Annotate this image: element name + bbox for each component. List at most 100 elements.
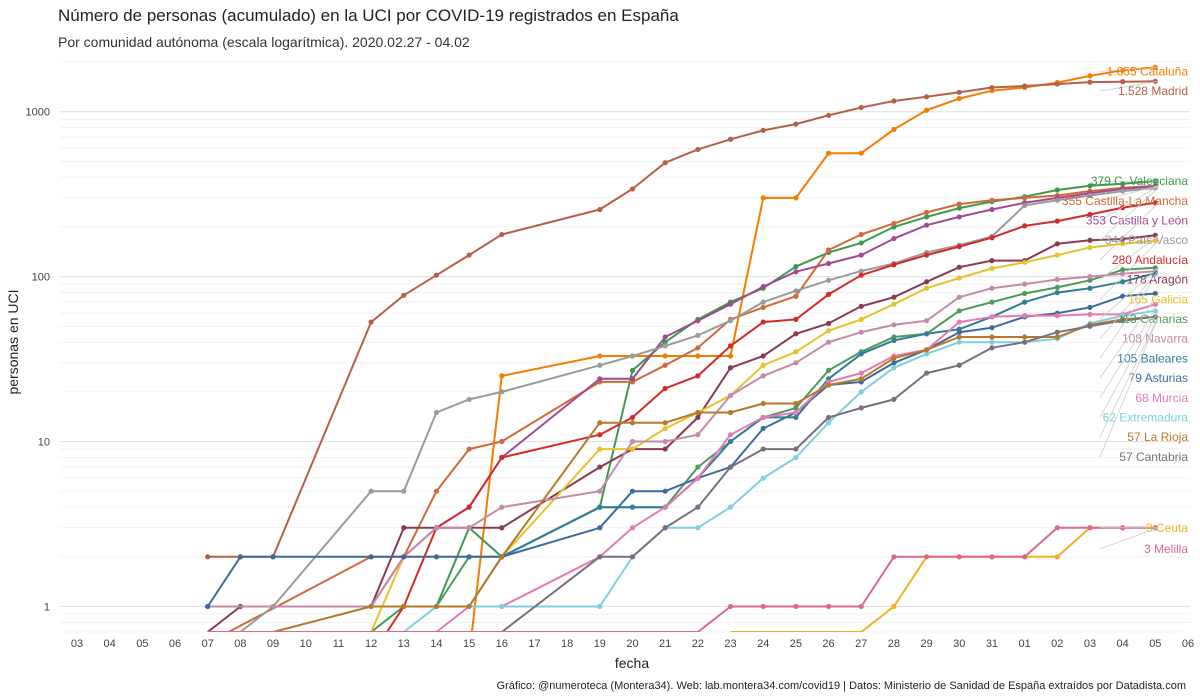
- data-point: [989, 206, 995, 213]
- data-point: [1022, 281, 1028, 287]
- data-point: [1120, 279, 1126, 285]
- series-label: 68 Murcia: [1135, 391, 1188, 405]
- data-point: [629, 525, 636, 531]
- data-point: [629, 504, 636, 510]
- data-point: [793, 454, 799, 461]
- y-axis-title: personas en UCI: [5, 289, 21, 394]
- data-point: [727, 392, 734, 399]
- data-point: [956, 329, 962, 335]
- data-point: [891, 360, 897, 366]
- data-point: [1022, 290, 1028, 297]
- series-label: 57 La Rioja: [1127, 430, 1188, 444]
- x-tick-label: 09: [267, 638, 279, 650]
- series-label: 178 Aragón: [1127, 273, 1188, 287]
- data-point: [956, 243, 962, 250]
- series-line: [470, 66, 1156, 632]
- data-point: [891, 355, 897, 361]
- data-point: [662, 488, 668, 494]
- series-label: 62 Extremadura: [1103, 411, 1189, 425]
- x-tick-label: 25: [790, 638, 802, 650]
- series-line: [272, 315, 1156, 632]
- data-point: [1152, 290, 1158, 297]
- series-castilla-la-mancha: [226, 183, 1158, 632]
- x-tick-label: 13: [398, 638, 410, 650]
- data-point: [923, 107, 930, 113]
- data-point: [662, 446, 668, 452]
- data-point: [499, 525, 505, 531]
- label-leader: [1099, 310, 1159, 418]
- data-point: [727, 318, 734, 324]
- x-tick-label: 04: [104, 638, 116, 650]
- data-point: [695, 525, 701, 531]
- x-tick-label: 01: [1018, 638, 1030, 650]
- y-tick-label: 1000: [26, 107, 50, 119]
- data-point: [727, 432, 734, 438]
- data-point: [793, 405, 799, 411]
- label-leader: [1099, 527, 1159, 550]
- data-point: [956, 214, 962, 220]
- data-point: [597, 446, 603, 452]
- data-point: [760, 475, 766, 481]
- data-point: [629, 446, 636, 452]
- data-point: [760, 400, 766, 407]
- data-point: [433, 525, 440, 531]
- data-point: [793, 603, 799, 610]
- data-point: [401, 488, 407, 494]
- data-point: [989, 339, 995, 345]
- data-point: [956, 201, 962, 207]
- data-point: [760, 414, 766, 421]
- data-point: [825, 420, 832, 426]
- data-point: [825, 247, 832, 253]
- data-point: [597, 376, 603, 382]
- data-point: [727, 301, 734, 307]
- data-point: [923, 347, 930, 353]
- series-labels: 1.855 Cataluña 1.528 Madrid 379 C. Valenci…: [1062, 64, 1188, 555]
- x-tick-label: 06: [169, 638, 181, 650]
- data-point: [891, 603, 897, 610]
- data-point: [629, 376, 636, 382]
- data-point: [891, 262, 897, 268]
- data-point: [923, 331, 930, 337]
- data-point: [1022, 83, 1028, 89]
- x-tick-label: 20: [626, 638, 638, 650]
- series-castilla-y-le-n: [205, 183, 1158, 610]
- data-point: [793, 414, 799, 421]
- data-point: [662, 504, 668, 510]
- data-point: [891, 301, 897, 307]
- data-point: [1054, 554, 1060, 560]
- series-line: [403, 309, 1156, 632]
- data-point: [1087, 285, 1093, 291]
- data-point: [1120, 267, 1126, 273]
- label-leader: [1099, 66, 1159, 72]
- series-label: 108 Navarra: [1122, 332, 1188, 346]
- data-point: [1087, 244, 1093, 251]
- data-point: [825, 603, 832, 610]
- data-point: [858, 603, 864, 610]
- data-point: [499, 438, 505, 445]
- series-label: 113 Canarias: [1118, 312, 1189, 326]
- series-line: [370, 180, 1156, 632]
- data-point: [793, 293, 799, 299]
- data-point: [956, 275, 962, 281]
- x-tick-label: 30: [953, 638, 965, 650]
- data-point: [597, 362, 603, 368]
- data-point: [793, 446, 799, 452]
- data-point: [1022, 202, 1028, 209]
- label-leader: [1099, 316, 1159, 438]
- data-point: [1087, 192, 1093, 199]
- label-leader: [1099, 316, 1159, 458]
- data-point: [760, 299, 766, 305]
- data-point: [760, 353, 766, 359]
- data-point: [695, 373, 701, 379]
- data-point: [858, 240, 864, 246]
- x-tick-label: 15: [463, 638, 475, 650]
- data-point: [662, 339, 668, 345]
- data-point: [727, 438, 734, 445]
- data-point: [401, 292, 407, 298]
- data-point: [727, 464, 734, 470]
- data-point: [989, 299, 995, 305]
- data-point: [466, 603, 472, 610]
- data-point: [858, 268, 864, 274]
- data-point: [695, 409, 701, 416]
- data-point: [499, 373, 505, 379]
